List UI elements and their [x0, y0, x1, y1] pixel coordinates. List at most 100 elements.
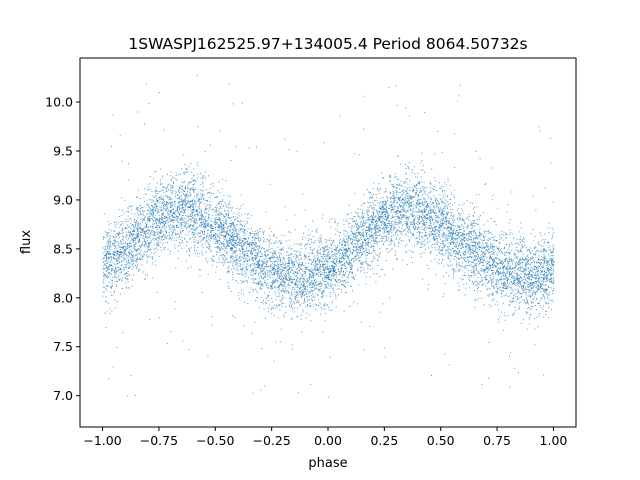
scatter-point: [214, 238, 216, 240]
scatter-point: [452, 231, 454, 233]
scatter-point: [490, 245, 492, 247]
scatter-point: [164, 235, 166, 237]
scatter-point: [270, 285, 272, 287]
scatter-point: [203, 198, 205, 200]
scatter-point: [372, 197, 374, 199]
scatter-point: [464, 237, 466, 239]
scatter-point: [330, 280, 332, 282]
scatter-point: [118, 242, 120, 244]
scatter-point: [156, 242, 158, 244]
scatter-point: [115, 277, 117, 279]
scatter-point: [357, 248, 358, 250]
scatter-point: [501, 251, 503, 253]
scatter-point: [308, 276, 310, 278]
scatter-point: [356, 252, 358, 253]
scatter-point: [457, 235, 459, 237]
scatter-point: [391, 216, 393, 218]
scatter-point: [407, 202, 409, 204]
scatter-point: [518, 290, 520, 292]
scatter-point: [517, 276, 519, 278]
scatter-point: [254, 243, 256, 245]
scatter-point: [521, 240, 523, 242]
scatter-point: [361, 263, 363, 265]
scatter-point: [470, 251, 472, 253]
scatter-point: [490, 275, 492, 277]
scatter-point: [229, 233, 231, 235]
scatter-point: [189, 230, 191, 232]
scatter-point: [235, 253, 237, 255]
scatter-point: [329, 274, 331, 276]
scatter-point: [137, 222, 139, 224]
scatter-point: [351, 265, 352, 267]
scatter-point: [458, 236, 460, 238]
scatter-point: [360, 223, 362, 225]
scatter-point: [458, 218, 460, 220]
scatter-point: [228, 225, 230, 227]
scatter-point: [496, 281, 498, 283]
scatter-point: [479, 262, 481, 264]
scatter-point: [128, 266, 130, 268]
scatter-point: [182, 201, 184, 203]
scatter-point: [144, 123, 145, 125]
scatter-point: [414, 192, 416, 194]
scatter-point: [308, 273, 310, 275]
scatter-point: [494, 236, 496, 238]
scatter-point: [266, 269, 268, 271]
scatter-point: [162, 206, 164, 208]
scatter-point: [469, 265, 471, 267]
scatter-point: [414, 219, 416, 221]
scatter-point: [469, 231, 471, 232]
scatter-point: [127, 245, 129, 247]
scatter-point: [493, 221, 495, 223]
scatter-point: [381, 217, 383, 219]
scatter-point: [453, 217, 455, 219]
scatter-point: [304, 299, 306, 301]
scatter-point: [447, 257, 449, 259]
scatter-point: [552, 257, 554, 259]
scatter-point: [133, 227, 135, 229]
scatter-point: [296, 256, 298, 258]
scatter-point: [337, 285, 339, 287]
scatter-point: [530, 232, 532, 234]
scatter-point: [484, 285, 486, 287]
scatter-point: [320, 306, 322, 308]
scatter-point: [252, 277, 254, 279]
scatter-point: [541, 277, 543, 279]
scatter-point: [431, 233, 433, 235]
scatter-point: [179, 223, 181, 225]
scatter-point: [464, 272, 466, 274]
scatter-point: [179, 196, 181, 198]
scatter-point: [136, 233, 138, 235]
scatter-point: [172, 181, 174, 183]
scatter-point: [399, 220, 401, 221]
scatter-point: [111, 294, 112, 296]
scatter-point: [330, 282, 332, 284]
scatter-point: [180, 188, 182, 190]
scatter-point: [435, 215, 436, 217]
scatter-point: [367, 212, 369, 214]
scatter-point: [463, 203, 465, 205]
scatter-point: [243, 230, 245, 232]
scatter-point: [261, 246, 263, 248]
scatter-point: [512, 275, 514, 277]
scatter-point: [502, 260, 504, 262]
scatter-point: [526, 328, 528, 330]
scatter-point: [282, 270, 284, 272]
scatter-point: [543, 278, 545, 280]
scatter-point: [169, 253, 171, 255]
scatter-point: [354, 223, 356, 225]
scatter-point: [122, 227, 124, 229]
scatter-point: [517, 268, 519, 270]
scatter-point: [254, 237, 256, 239]
scatter-point: [215, 242, 217, 244]
scatter-point: [309, 274, 310, 276]
scatter-point: [118, 221, 120, 223]
scatter-point: [429, 252, 431, 254]
scatter-point: [393, 197, 395, 199]
scatter-point: [127, 224, 128, 226]
scatter-point: [493, 288, 495, 290]
scatter-point: [305, 317, 307, 319]
scatter-point: [184, 226, 186, 228]
scatter-point: [517, 278, 519, 280]
scatter-point: [352, 244, 354, 246]
